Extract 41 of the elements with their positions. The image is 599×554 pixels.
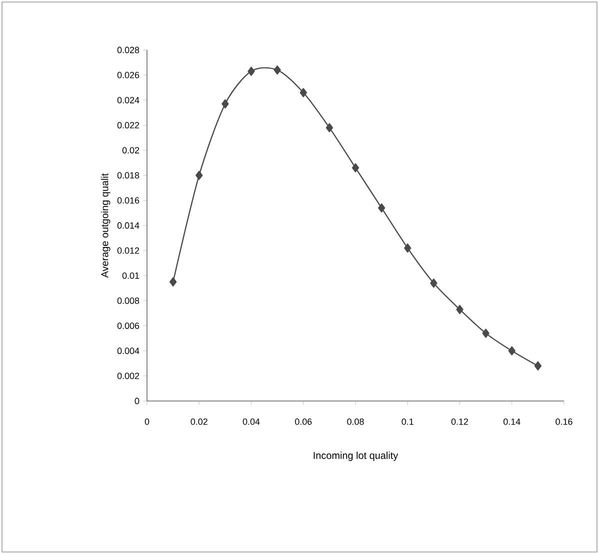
x-tick-label: 0.14 xyxy=(504,418,520,425)
point xyxy=(248,66,255,76)
x-tick-label: 0.06 xyxy=(295,418,312,425)
y-tick-label: 0.026 xyxy=(117,72,140,78)
y-tick-label: 0.004 xyxy=(117,348,140,354)
point xyxy=(196,170,203,180)
y-tick-label: 0.01 xyxy=(122,272,140,279)
point xyxy=(169,277,177,286)
point xyxy=(508,346,516,356)
point xyxy=(378,203,386,213)
y-tick-label: 0.028 xyxy=(117,46,140,54)
x-tick-label: 0.16 xyxy=(556,418,572,425)
y-tick-label: 0 xyxy=(134,398,140,404)
x-tick-label: 0.1 xyxy=(402,418,414,425)
point xyxy=(482,328,490,338)
point xyxy=(326,123,334,132)
point xyxy=(274,65,281,75)
y-tick-label: 0.02 xyxy=(122,147,140,154)
point xyxy=(534,361,542,370)
point xyxy=(300,88,307,98)
y-tick-label: 0.018 xyxy=(117,172,140,179)
point xyxy=(352,163,360,172)
y-tick-label: 0.014 xyxy=(117,222,140,229)
x-tick-label: 0.12 xyxy=(451,418,468,425)
y-tick-label: 0.024 xyxy=(117,96,140,104)
y-tick-label: 0.022 xyxy=(117,122,140,128)
x-tick-label: 0 xyxy=(144,418,150,425)
point xyxy=(430,278,438,288)
x-axis-title: Incoming lot quality xyxy=(314,452,398,461)
y-tick-label: 0.008 xyxy=(117,298,140,304)
point xyxy=(456,304,464,314)
x-tick-label: 0.08 xyxy=(347,418,364,425)
point xyxy=(404,243,412,253)
y-axis-title: Average outgoing qualit xyxy=(100,173,110,278)
x-tick-label: 0.02 xyxy=(190,418,208,425)
x-tick-label: 0.04 xyxy=(242,418,260,425)
y-tick-label: 0.006 xyxy=(117,322,140,329)
y-tick-label: 0.002 xyxy=(117,372,140,380)
point xyxy=(222,99,229,108)
y-tick-label: 0.012 xyxy=(117,247,140,254)
y-tick-label: 0.016 xyxy=(117,197,140,204)
